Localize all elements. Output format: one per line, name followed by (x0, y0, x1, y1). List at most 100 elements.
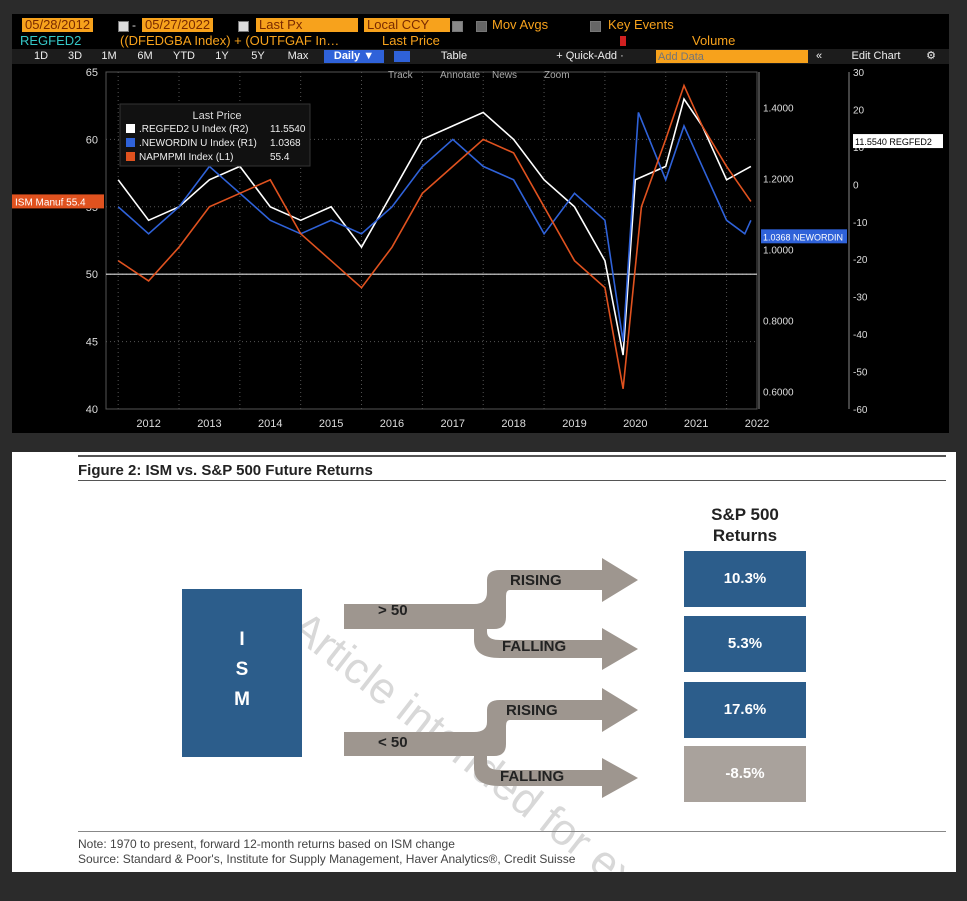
ism-box: I S M (182, 589, 302, 757)
arrow-upper-rising (344, 558, 638, 629)
chart-type-icon[interactable] (394, 51, 410, 62)
ism-letter-i: I (239, 629, 245, 650)
date-dash: - (132, 18, 136, 32)
bloomberg-chart-panel: 05/28/2012 - 05/27/2022 Last Px Local CC… (12, 14, 949, 433)
branch-arrows (344, 558, 638, 798)
x-tick-label: 2012 (136, 418, 160, 430)
legend-entry-0: .REGFED2 U Index (R2) (139, 124, 248, 135)
formula-label: ((DFEDGBA Index) + (OUTFGAF In… (120, 33, 340, 48)
x-tick-label: 2019 (562, 418, 586, 430)
arrow-upper-falling (474, 612, 638, 670)
left-tick-label: 65 (86, 67, 98, 79)
chart-tool-annotate: Annotate (440, 70, 480, 81)
x-tick-label: 2017 (441, 418, 465, 430)
arrow-lower-falling (474, 742, 638, 798)
ism-letter-m: M (234, 689, 250, 710)
note-rule (78, 831, 946, 832)
add-data-input[interactable] (656, 50, 808, 63)
right-2-tick-label: -10 (853, 218, 868, 229)
right-2-tick-label: 10 (853, 143, 865, 154)
period-1m[interactable]: 1M (101, 50, 117, 62)
period-ytd[interactable]: YTD (173, 50, 195, 62)
ism-manuf-tag-bg (12, 194, 104, 209)
settings-gear-icon[interactable]: ⚙ (926, 50, 936, 62)
collapse-button[interactable]: « (815, 50, 823, 62)
currency-selector[interactable]: Local CCY (364, 18, 450, 32)
legend-value-2: 55.4 (270, 152, 290, 163)
mov-avgs-checkbox[interactable] (476, 21, 487, 32)
top-rule (78, 455, 946, 457)
x-tick-label: 2022 (745, 418, 769, 430)
period-3d[interactable]: 3D (67, 50, 83, 62)
start-date-field[interactable]: 05/28/2012 (22, 18, 94, 32)
quick-add-button[interactable]: + Quick-Add · (556, 50, 624, 62)
legend-swatch-2 (126, 152, 135, 161)
chart-tool-zoom: Zoom (544, 70, 570, 81)
return-below-rising: 17.6% (684, 682, 806, 738)
x-tick-label: 2018 (501, 418, 525, 430)
end-date-field[interactable]: 05/27/2022 (142, 18, 214, 32)
return-above-rising: 10.3% (684, 551, 806, 607)
x-tick-label: 2013 (197, 418, 221, 430)
field-selector[interactable]: Last Px (256, 18, 358, 32)
period-6m[interactable]: 6M (137, 50, 153, 62)
label-upper-falling: FALLING (502, 638, 567, 655)
series-line-2 (117, 83, 752, 389)
condition-below-50: < 50 (378, 734, 408, 751)
volume-label: Volume (692, 33, 736, 48)
regfed-tag: 11.5540 REGFED2 (855, 137, 932, 147)
right-2-tick-label: -40 (853, 330, 868, 341)
series-line-0 (117, 97, 752, 356)
right-1-tick-label: 1.4000 (763, 103, 794, 114)
frequency-dropdown[interactable]: Daily ▼ (324, 50, 384, 63)
left-tick-label: 50 (86, 269, 98, 281)
legend-value-0: 11.5540 (270, 124, 306, 135)
price-label: Last Price (382, 33, 440, 48)
currency-dropdown-icon[interactable] (452, 21, 463, 32)
label-upper-rising: RISING (510, 572, 562, 589)
label-lower-rising: RISING (506, 702, 558, 719)
right-2-tick-label: -50 (853, 368, 868, 379)
left-tick-label: 40 (86, 404, 98, 416)
period-5y[interactable]: 5Y (251, 50, 265, 62)
start-calendar-icon[interactable] (118, 21, 129, 32)
chart-tool-track: Track (388, 70, 414, 81)
end-calendar-icon[interactable] (238, 21, 249, 32)
legend-swatch-0 (126, 124, 135, 133)
chart-tool-news: News (492, 70, 517, 81)
x-tick-label: 2014 (258, 418, 282, 430)
right-1-tick-label: 1.2000 (763, 174, 794, 185)
regfed-tag-bg (853, 134, 943, 149)
right-1-tick-label: 0.6000 (763, 387, 794, 398)
right-2-tick-label: 20 (853, 105, 865, 116)
key-events-checkbox[interactable] (590, 21, 601, 32)
label-lower-falling: FALLING (500, 768, 565, 785)
x-tick-label: 2016 (380, 418, 404, 430)
key-events-label[interactable]: Key Events (608, 17, 674, 32)
period-max[interactable]: Max (287, 50, 309, 62)
table-button[interactable]: Table (440, 50, 468, 62)
period-1y[interactable]: 1Y (215, 50, 229, 62)
x-tick-label: 2015 (319, 418, 343, 430)
mov-avgs-label[interactable]: Mov Avgs (492, 17, 549, 32)
returns-header-line2: Returns (712, 526, 778, 545)
right-1-tick-label: 1.0000 (763, 245, 794, 256)
left-tick-label: 45 (86, 337, 98, 349)
arrow-lower-rising (344, 688, 638, 756)
figure-note: Note: 1970 to present, forward 12-month … (78, 837, 455, 851)
condition-above-50: > 50 (378, 602, 408, 619)
right-1-tick-label: 0.8000 (763, 316, 794, 327)
returns-header: S&P 500 Returns (684, 504, 806, 546)
ism-returns-figure: Figure 2: ISM vs. S&P 500 Future Returns… (12, 452, 956, 872)
title-rule (78, 480, 946, 481)
alert-icon (620, 36, 626, 46)
legend-box (119, 103, 311, 167)
legend-value-1: 1.0368 (270, 138, 301, 149)
left-tick-label: 60 (86, 134, 98, 146)
ticker-label: REGFED2 (20, 33, 82, 48)
edit-chart-button[interactable]: Edit Chart (851, 50, 901, 62)
right-2-tick-label: 0 (853, 180, 859, 191)
period-1d[interactable]: 1D (33, 50, 49, 62)
x-tick-label: 2020 (623, 418, 647, 430)
return-below-falling: -8.5% (684, 746, 806, 802)
